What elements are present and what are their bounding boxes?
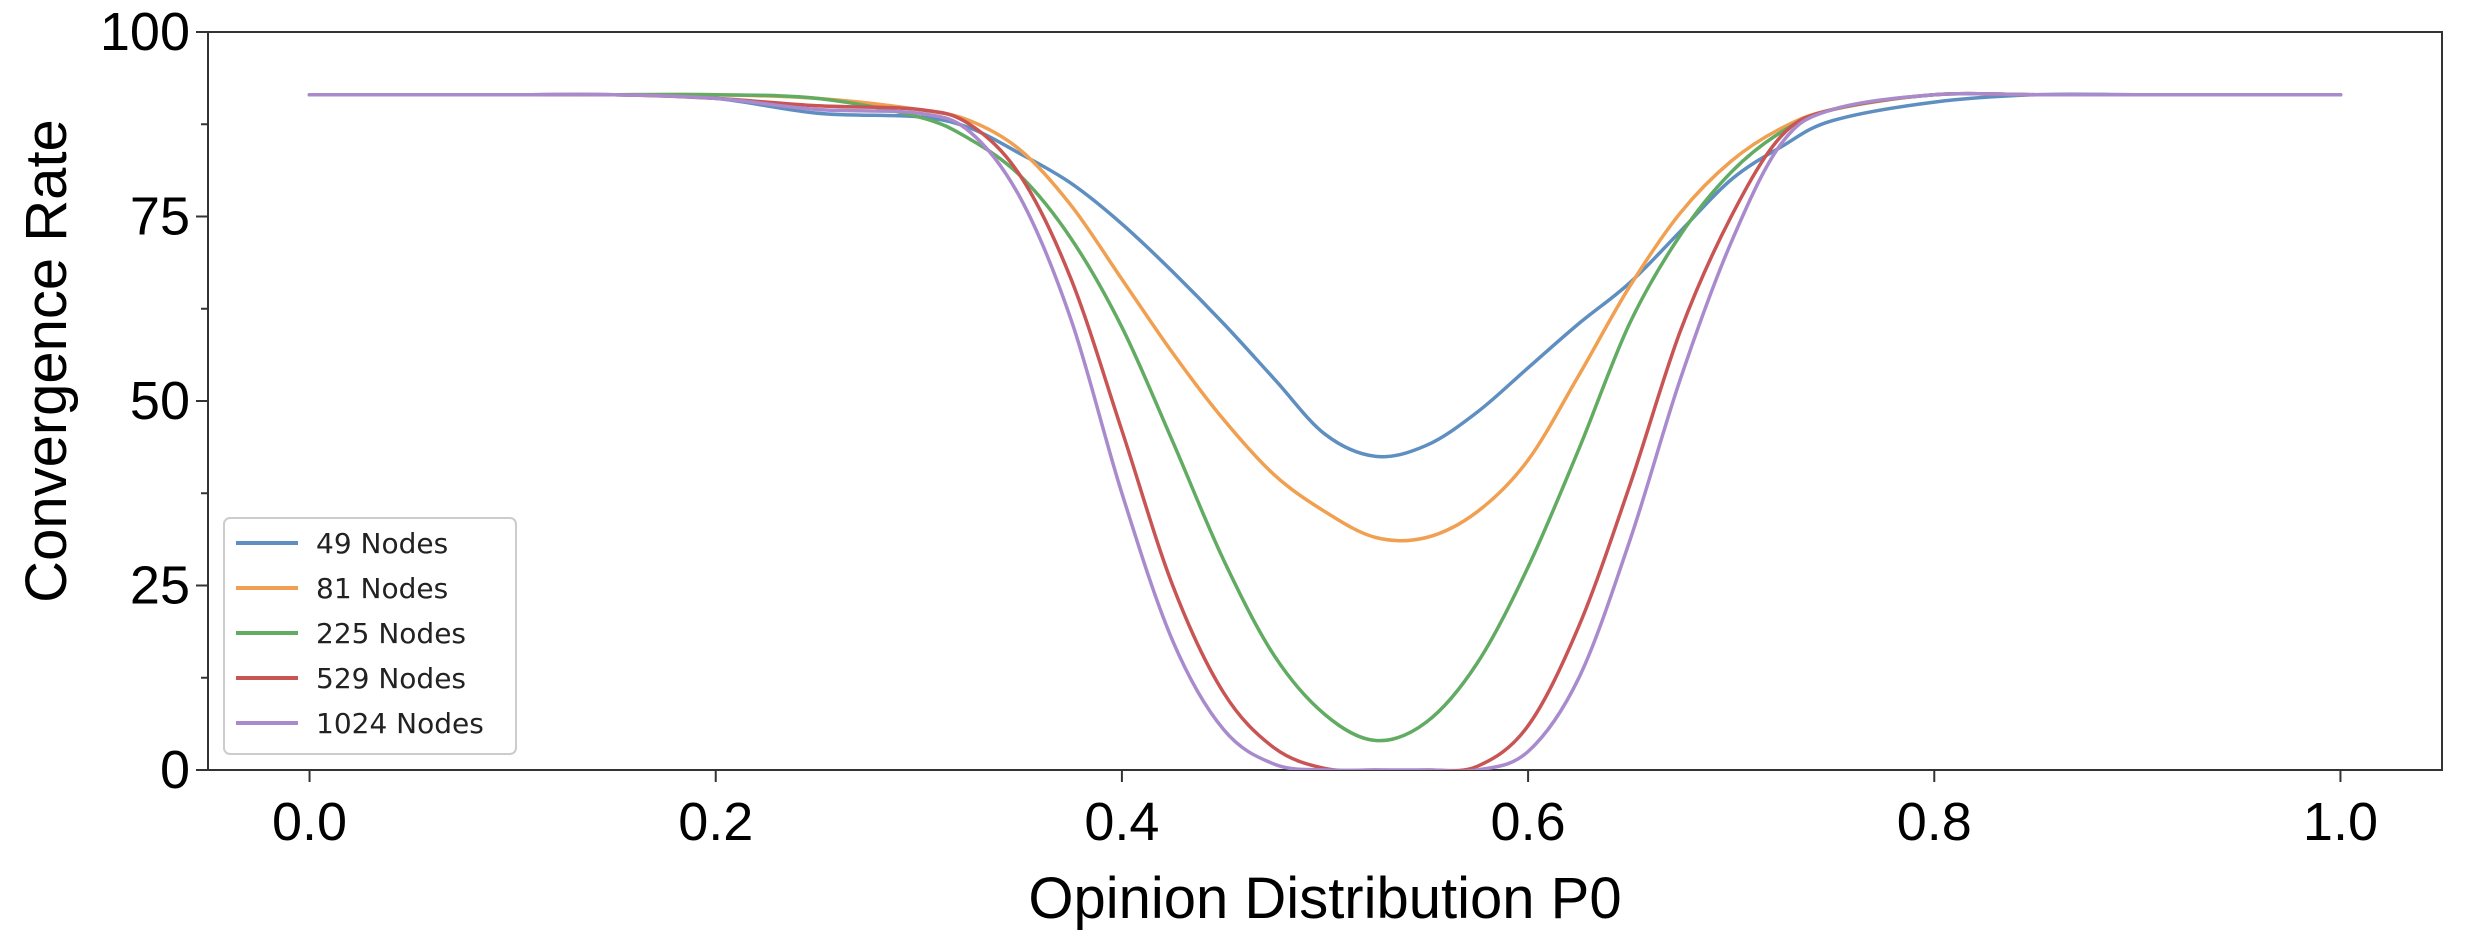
plot-area bbox=[207, 31, 2443, 771]
y-tick-label: 75 bbox=[130, 187, 190, 247]
legend-label: 529 Nodes bbox=[316, 662, 466, 695]
legend-label: 81 Nodes bbox=[316, 572, 448, 605]
x-tick-label: 0.0 bbox=[272, 792, 347, 852]
x-tick-label: 0.6 bbox=[1491, 792, 1566, 852]
y-tick-label: 0 bbox=[160, 740, 190, 800]
legend-label: 1024 Nodes bbox=[316, 707, 484, 740]
legend: 49 Nodes 81 Nodes 225 Nodes 529 Nodes 1024 N… bbox=[223, 517, 517, 755]
x-tick-label: 0.2 bbox=[678, 792, 753, 852]
x-axis-title: Opinion Distribution P0 bbox=[1028, 866, 1621, 931]
legend-box bbox=[223, 517, 517, 755]
series-line-1024-nodes bbox=[307, 91, 2343, 770]
legend-label: 49 Nodes bbox=[316, 527, 448, 560]
y-tick-label: 50 bbox=[130, 371, 190, 431]
y-tick-label: 25 bbox=[130, 556, 190, 616]
x-tick-label: 1.0 bbox=[2303, 792, 2378, 852]
x-axis: 0.0 0.2 0.4 0.6 0.8 1.0 bbox=[272, 770, 2378, 852]
legend-label: 225 Nodes bbox=[316, 617, 466, 650]
y-tick-label: 100 bbox=[100, 2, 190, 62]
series-layer bbox=[307, 91, 2343, 770]
y-axis-title: Convergence Rate bbox=[14, 119, 79, 603]
y-axis: 0 25 50 75 100 bbox=[100, 2, 208, 800]
x-tick-label: 0.4 bbox=[1084, 792, 1159, 852]
x-tick-label: 0.8 bbox=[1897, 792, 1972, 852]
